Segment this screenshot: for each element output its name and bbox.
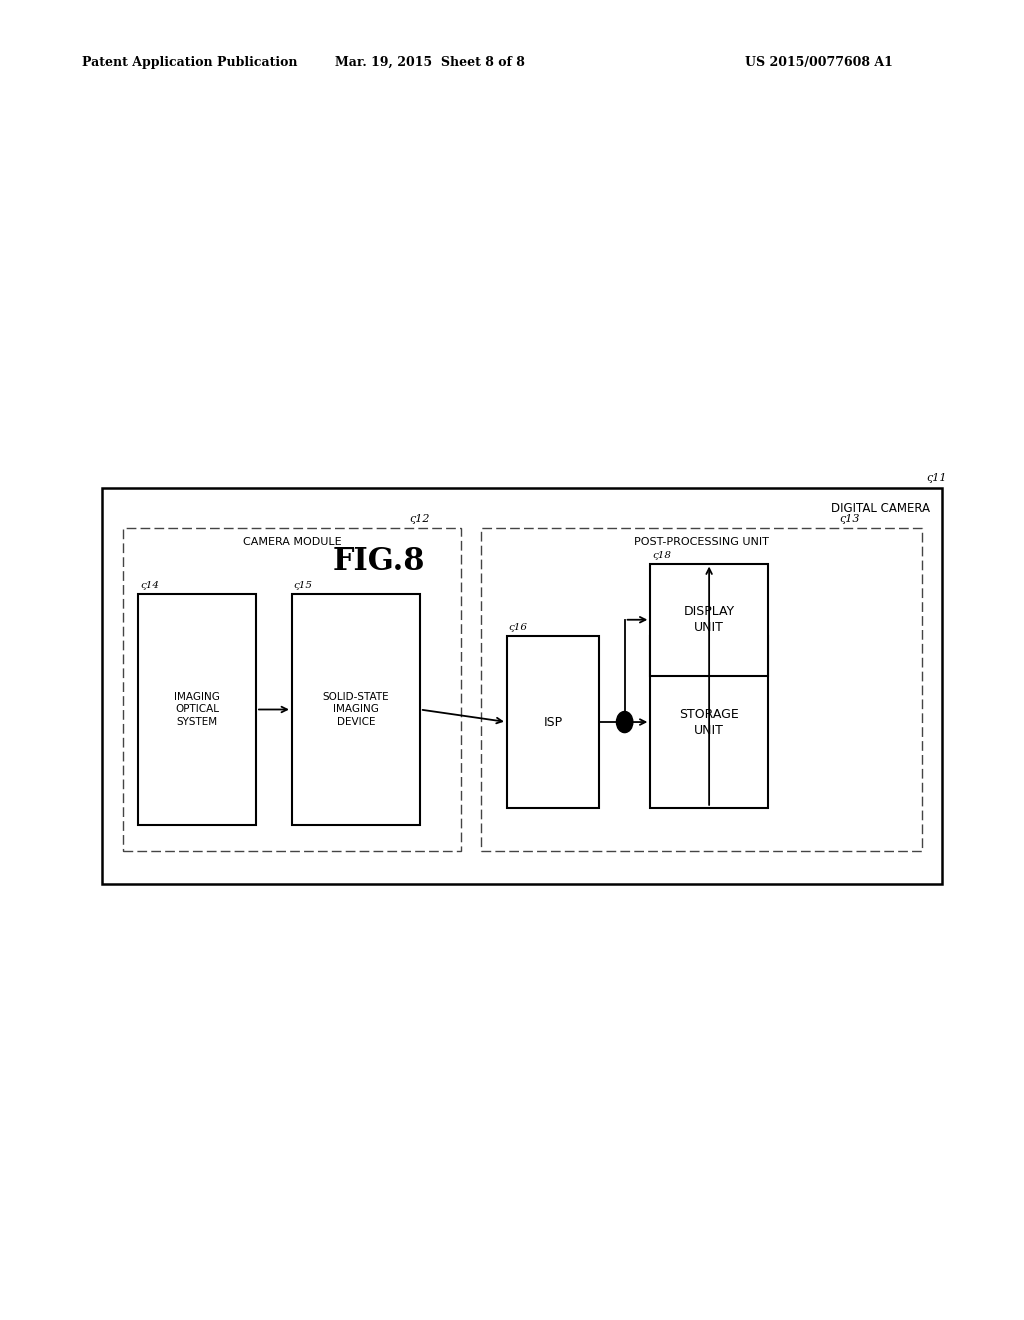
- Bar: [292, 594, 420, 825]
- Circle shape: [616, 711, 633, 733]
- Text: DIGITAL CAMERA: DIGITAL CAMERA: [830, 502, 930, 515]
- Text: ς17: ς17: [652, 623, 672, 632]
- Text: ς12: ς12: [410, 513, 430, 524]
- Text: DISPLAY
UNIT: DISPLAY UNIT: [684, 606, 734, 634]
- Text: STORAGE
UNIT: STORAGE UNIT: [679, 708, 739, 737]
- Text: ς11: ς11: [927, 473, 947, 483]
- Text: US 2015/0077608 A1: US 2015/0077608 A1: [745, 55, 893, 69]
- Text: ς13: ς13: [840, 513, 860, 524]
- Text: FIG.8: FIG.8: [333, 545, 425, 577]
- Bar: [481, 528, 922, 851]
- Bar: [507, 636, 599, 808]
- Text: IMAGING
OPTICAL
SYSTEM: IMAGING OPTICAL SYSTEM: [174, 692, 220, 727]
- Bar: [123, 528, 461, 851]
- Text: ς15: ς15: [294, 581, 313, 590]
- Text: ς18: ς18: [652, 550, 672, 560]
- Text: ς14: ς14: [140, 581, 160, 590]
- Text: Patent Application Publication: Patent Application Publication: [82, 55, 297, 69]
- Text: ISP: ISP: [544, 715, 562, 729]
- Bar: [102, 488, 942, 884]
- Text: CAMERA MODULE: CAMERA MODULE: [243, 537, 341, 548]
- Text: Mar. 19, 2015  Sheet 8 of 8: Mar. 19, 2015 Sheet 8 of 8: [335, 55, 525, 69]
- Text: POST-PROCESSING UNIT: POST-PROCESSING UNIT: [634, 537, 769, 548]
- Bar: [650, 564, 768, 676]
- Text: SOLID-STATE
IMAGING
DEVICE: SOLID-STATE IMAGING DEVICE: [323, 692, 389, 727]
- Bar: [138, 594, 256, 825]
- Bar: [650, 636, 768, 808]
- Text: ς16: ς16: [509, 623, 528, 632]
